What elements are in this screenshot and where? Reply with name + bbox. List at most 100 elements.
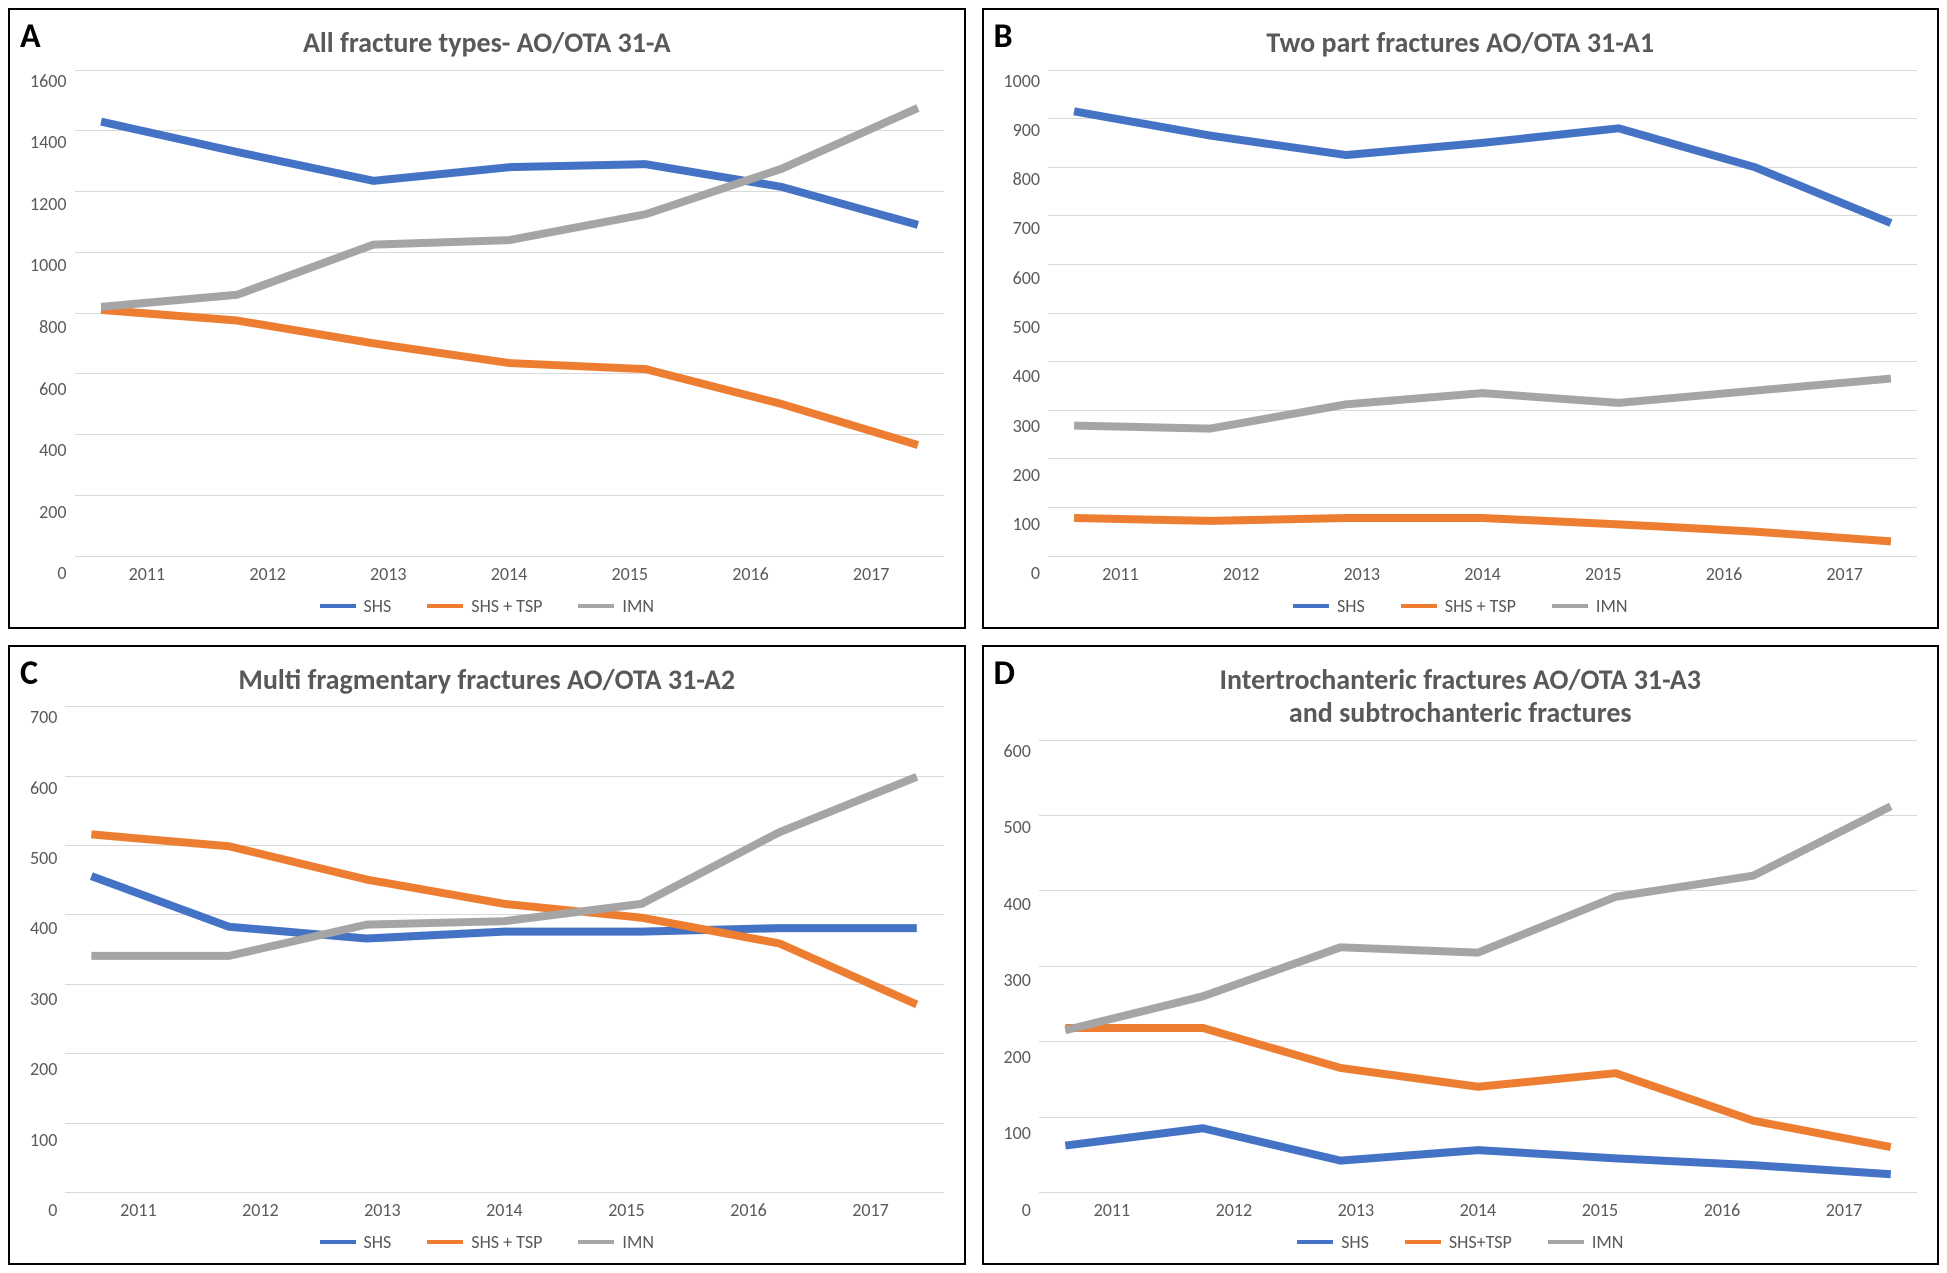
plot-area	[75, 70, 944, 557]
chart-grid: AAll fracture types- AO/OTA 31-A16001400…	[0, 0, 1947, 1273]
y-tick-label: 0	[1031, 562, 1040, 584]
legend-swatch	[427, 1240, 463, 1244]
legend-label: IMN	[1596, 595, 1628, 617]
chart-panel-C: CMulti fragmentary fractures AO/OTA 31-A…	[8, 645, 966, 1266]
legend-item: IMN	[578, 595, 654, 617]
chart-lines	[1039, 740, 1917, 1192]
legend-label: IMN	[622, 1231, 654, 1253]
legend-item: SHS	[1293, 595, 1365, 617]
y-axis: 10009008007006005004003002001000	[1004, 70, 1049, 585]
chart-title: Two part fractures AO/OTA 31-A1	[1004, 26, 1918, 60]
y-tick-label: 1400	[30, 131, 67, 153]
plot-wrap: 7006005004003002001000201120122013201420…	[30, 706, 944, 1221]
x-tick-label: 2017	[1784, 563, 1905, 585]
panel-letter: A	[20, 16, 41, 57]
gridline	[75, 556, 944, 557]
y-tick-label: 800	[39, 316, 66, 338]
x-tick-label: 2011	[87, 563, 208, 585]
chart-lines	[65, 706, 943, 1192]
legend-item: SHS	[1297, 1231, 1369, 1253]
x-tick-label: 2012	[199, 1199, 321, 1221]
legend-swatch	[578, 604, 614, 608]
legend-label: SHS + TSP	[471, 595, 542, 617]
legend-label: IMN	[622, 595, 654, 617]
y-tick-label: 500	[1004, 816, 1031, 838]
y-tick-label: 300	[30, 988, 57, 1010]
legend-label: SHS	[1341, 1231, 1369, 1253]
legend-swatch	[320, 1240, 356, 1244]
y-tick-label: 700	[30, 706, 57, 728]
x-tick-label: 2015	[1543, 563, 1664, 585]
series-line	[101, 310, 918, 445]
legend-label: SHS + TSP	[1445, 595, 1516, 617]
y-tick-label: 200	[1004, 1046, 1031, 1068]
plot-wrap: 6005004003002001000201120122013201420152…	[1004, 740, 1918, 1221]
y-tick-label: 0	[1022, 1199, 1031, 1221]
x-axis: 2011201220132014201520162017	[1039, 1199, 1917, 1221]
chart-lines	[1048, 70, 1917, 556]
y-tick-label: 400	[1013, 365, 1040, 387]
y-tick-label: 800	[1013, 168, 1040, 190]
panel-letter: B	[994, 16, 1013, 57]
chart-panel-A: AAll fracture types- AO/OTA 31-A16001400…	[8, 8, 966, 629]
legend-label: SHS	[364, 595, 392, 617]
series-line	[1074, 111, 1891, 223]
y-tick-label: 200	[30, 1058, 57, 1080]
legend-label: SHS	[364, 1231, 392, 1253]
legend-swatch	[578, 1240, 614, 1244]
x-axis: 2011201220132014201520162017	[75, 563, 944, 585]
y-tick-label: 0	[48, 1199, 57, 1221]
x-tick-label: 2012	[1181, 563, 1302, 585]
y-tick-label: 200	[1013, 464, 1040, 486]
chart-lines	[75, 70, 944, 556]
legend-item: SHS + TSP	[427, 1231, 542, 1253]
y-tick-label: 0	[57, 562, 66, 584]
x-tick-label: 2014	[1417, 1199, 1539, 1221]
series-line	[1065, 1128, 1890, 1174]
legend-item: SHS+TSP	[1405, 1231, 1512, 1253]
y-axis: 6005004003002001000	[1004, 740, 1039, 1221]
x-tick-label: 2014	[449, 563, 570, 585]
legend-swatch	[1552, 604, 1588, 608]
x-tick-label: 2013	[1295, 1199, 1417, 1221]
series-line	[1065, 806, 1890, 1030]
y-axis: 16001400120010008006004002000	[30, 70, 75, 585]
x-axis: 2011201220132014201520162017	[65, 1199, 943, 1221]
plot-wrap: 1000900800700600500400300200100020112012…	[1004, 70, 1918, 585]
series-line	[101, 108, 918, 307]
legend: SHS SHS + TSP IMN	[30, 595, 944, 617]
legend-label: SHS+TSP	[1449, 1231, 1512, 1253]
y-tick-label: 400	[1004, 893, 1031, 915]
y-tick-label: 300	[1013, 415, 1040, 437]
x-tick-label: 2017	[811, 563, 932, 585]
legend-label: SHS	[1337, 595, 1365, 617]
y-tick-label: 600	[30, 777, 57, 799]
legend-item: IMN	[578, 1231, 654, 1253]
legend-item: IMN	[1548, 1231, 1624, 1253]
y-tick-label: 100	[30, 1129, 57, 1151]
y-tick-label: 400	[39, 439, 66, 461]
series-line	[101, 121, 918, 224]
gridline	[1039, 1192, 1917, 1193]
y-tick-label: 100	[1013, 513, 1040, 535]
y-tick-label: 1200	[30, 193, 67, 215]
chart-panel-D: DIntertrochanteric fractures AO/OTA 31-A…	[982, 645, 1940, 1266]
y-tick-label: 600	[39, 378, 66, 400]
gridline	[1048, 556, 1917, 557]
legend-swatch	[1548, 1240, 1584, 1244]
chart-title: Multi fragmentary fractures AO/OTA 31-A2	[30, 663, 944, 697]
x-tick-label: 2012	[207, 563, 328, 585]
gridline	[65, 1192, 943, 1193]
y-tick-label: 900	[1013, 119, 1040, 141]
x-tick-label: 2011	[1051, 1199, 1173, 1221]
y-tick-label: 200	[39, 501, 66, 523]
x-tick-label: 2013	[1301, 563, 1422, 585]
y-tick-label: 600	[1004, 740, 1031, 762]
chart-panel-B: BTwo part fractures AO/OTA 31-A1 100 0 900 8…	[982, 8, 1940, 629]
x-tick-label: 2011	[77, 1199, 199, 1221]
plot-area	[65, 706, 943, 1193]
legend-swatch	[427, 604, 463, 608]
x-tick-label: 2015	[565, 1199, 687, 1221]
legend-swatch	[1297, 1240, 1333, 1244]
x-tick-label: 2011	[1060, 563, 1181, 585]
